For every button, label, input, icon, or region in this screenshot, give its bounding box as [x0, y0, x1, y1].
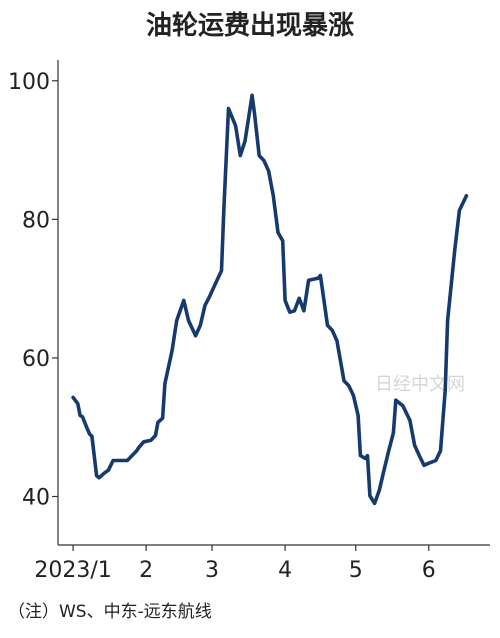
- watermark: 日经中文网: [375, 374, 465, 395]
- chart-title: 油轮运费出现暴涨: [146, 11, 354, 41]
- x-tick-label: 4: [278, 558, 292, 583]
- x-tick-label: 6: [422, 558, 436, 583]
- x-tick-label: 2023/1: [34, 558, 111, 583]
- x-tick-label: 3: [205, 558, 219, 583]
- y-tick-label: 80: [22, 208, 50, 233]
- y-tick-label: 40: [22, 486, 50, 511]
- line: [71, 93, 469, 506]
- y-tick-label: 100: [8, 70, 50, 95]
- x-tick-label: 2: [139, 558, 153, 583]
- x-tick-label: 5: [349, 558, 363, 583]
- note: （注）WS、中东-远东航线: [8, 602, 212, 622]
- y-tick-label: 60: [22, 347, 50, 372]
